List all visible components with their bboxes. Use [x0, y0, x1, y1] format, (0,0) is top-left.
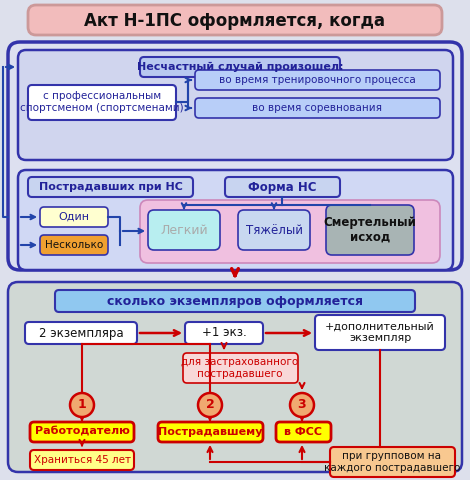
Text: 1: 1	[78, 398, 86, 411]
FancyBboxPatch shape	[315, 315, 445, 350]
FancyBboxPatch shape	[330, 447, 455, 477]
FancyBboxPatch shape	[28, 5, 442, 35]
Text: Акт Н-1ПС оформляется, когда: Акт Н-1ПС оформляется, когда	[85, 12, 385, 30]
FancyBboxPatch shape	[8, 282, 462, 472]
FancyBboxPatch shape	[55, 290, 415, 312]
FancyBboxPatch shape	[183, 353, 298, 383]
Text: +1 экз.: +1 экз.	[202, 326, 246, 339]
FancyBboxPatch shape	[40, 207, 108, 227]
Text: Смертельный
исход: Смертельный исход	[323, 216, 416, 244]
FancyBboxPatch shape	[238, 210, 310, 250]
FancyBboxPatch shape	[148, 210, 220, 250]
FancyBboxPatch shape	[30, 422, 134, 442]
FancyBboxPatch shape	[30, 450, 134, 470]
FancyBboxPatch shape	[195, 70, 440, 90]
Text: Легкий: Легкий	[160, 224, 208, 237]
FancyBboxPatch shape	[25, 322, 137, 344]
Circle shape	[290, 393, 314, 417]
Text: 3: 3	[298, 398, 306, 411]
FancyBboxPatch shape	[8, 42, 462, 270]
FancyBboxPatch shape	[185, 322, 263, 344]
FancyBboxPatch shape	[140, 57, 340, 77]
FancyBboxPatch shape	[18, 50, 453, 160]
FancyBboxPatch shape	[158, 422, 263, 442]
FancyBboxPatch shape	[28, 177, 193, 197]
Text: во время соревнования: во время соревнования	[252, 103, 382, 113]
Text: Храниться 45 лет: Храниться 45 лет	[33, 455, 131, 465]
Text: во время тренировочного процесса: во время тренировочного процесса	[219, 75, 415, 85]
FancyBboxPatch shape	[28, 85, 176, 120]
Text: Пострадавшему: Пострадавшему	[158, 427, 262, 437]
Circle shape	[198, 393, 222, 417]
Text: Несколько: Несколько	[45, 240, 103, 250]
FancyBboxPatch shape	[225, 177, 340, 197]
Text: при групповом на
каждого пострадавшего: при групповом на каждого пострадавшего	[324, 451, 460, 473]
Text: +дополнительный
экземпляр: +дополнительный экземпляр	[325, 321, 435, 343]
Text: с профессиональным
спортсменом (спортсменами): с профессиональным спортсменом (спортсме…	[20, 91, 184, 113]
Text: Тяжёлый: Тяжёлый	[245, 224, 303, 237]
Text: 2: 2	[206, 398, 214, 411]
FancyBboxPatch shape	[40, 235, 108, 255]
Text: 2 экземпляра: 2 экземпляра	[39, 326, 123, 339]
Text: Работодателю: Работодателю	[35, 427, 129, 437]
FancyBboxPatch shape	[326, 205, 414, 255]
Text: сколько экземпляров оформляется: сколько экземпляров оформляется	[107, 295, 363, 308]
Text: Пострадавших при НС: Пострадавших при НС	[39, 182, 183, 192]
FancyBboxPatch shape	[18, 170, 453, 270]
Text: Несчастный случай произошел:: Несчастный случай произошел:	[137, 62, 343, 72]
Text: Форма НС: Форма НС	[248, 180, 316, 193]
Text: для застрахованного
пострадавшего: для застрахованного пострадавшего	[181, 357, 298, 379]
Text: Один: Один	[58, 212, 89, 222]
Text: в ФСС: в ФСС	[284, 427, 322, 437]
FancyBboxPatch shape	[276, 422, 331, 442]
FancyBboxPatch shape	[195, 98, 440, 118]
FancyBboxPatch shape	[140, 200, 440, 263]
Circle shape	[70, 393, 94, 417]
